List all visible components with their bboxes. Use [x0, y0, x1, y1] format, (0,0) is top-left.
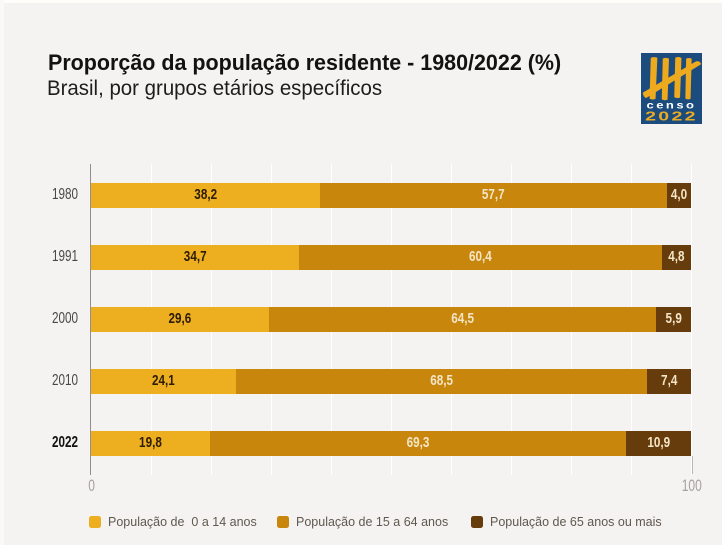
svg-text:censo: censo: [647, 100, 697, 112]
svg-text:2022: 2022: [645, 110, 698, 124]
